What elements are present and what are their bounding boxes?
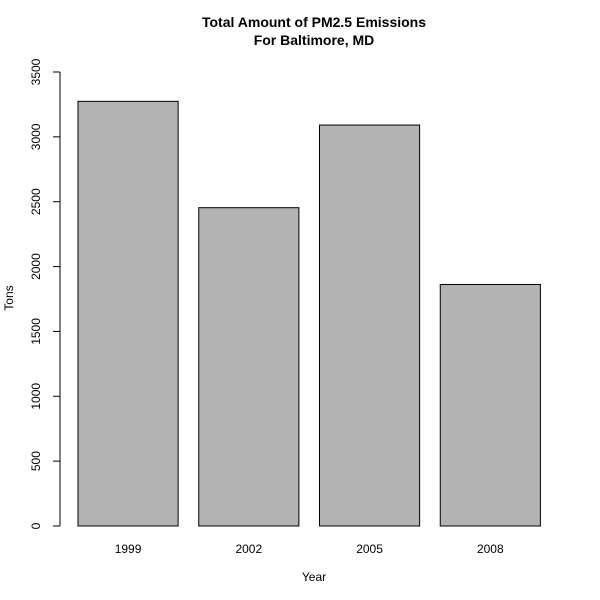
chart-title: Total Amount of PM2.5 Emissions	[202, 14, 426, 30]
y-tick-label: 3500	[29, 58, 43, 85]
x-tick-label: 2008	[477, 542, 504, 556]
bar-2002	[198, 207, 300, 527]
x-tick-label: 2005	[356, 542, 383, 556]
y-axis-label: Tons	[2, 285, 16, 310]
bars	[77, 100, 541, 527]
x-tick-label: 2002	[235, 542, 262, 556]
y-tick-label: 1500	[29, 318, 43, 345]
y-tick-label: 1000	[29, 383, 43, 410]
y-tick-label: 500	[29, 451, 43, 471]
bar-2005	[319, 124, 421, 527]
bar-1999	[77, 100, 179, 527]
chart-subtitle: For Baltimore, MD	[254, 32, 375, 48]
y-tick-label: 2000	[29, 253, 43, 280]
y-tick-label: 0	[29, 522, 43, 529]
x-axis-tick-labels: 1999 2002 2005 2008	[115, 542, 504, 556]
bar-2008	[439, 283, 541, 527]
y-axis: 0 500 1000 1500 2000 2500 3000 3500	[29, 58, 61, 529]
x-axis-label: Year	[302, 570, 326, 584]
x-tick-label: 1999	[115, 542, 142, 556]
y-tick-label: 3000	[29, 123, 43, 150]
y-tick-label: 2500	[29, 188, 43, 215]
